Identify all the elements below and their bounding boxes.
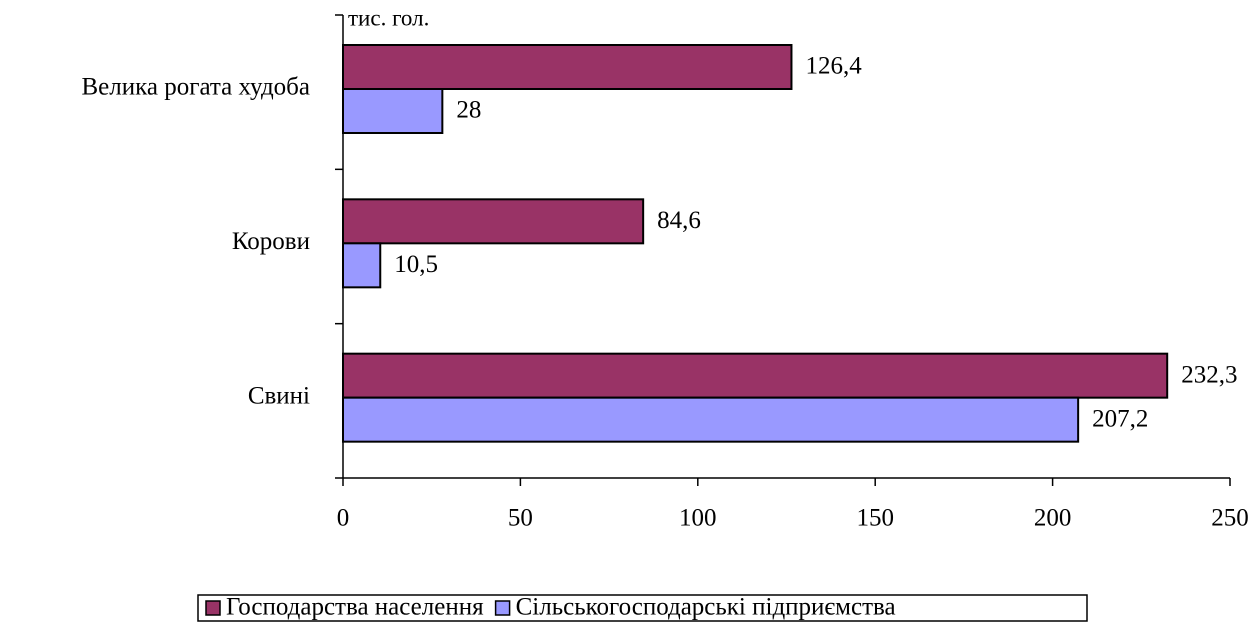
legend-box <box>197 594 1088 622</box>
legend-label: Сільськогосподарські підприємства <box>516 594 896 621</box>
bar <box>342 88 444 134</box>
category-label: Корови <box>232 228 310 255</box>
bar <box>342 396 1080 443</box>
bar <box>342 44 793 90</box>
bar <box>342 352 1169 399</box>
x-tick-label: 200 <box>1034 505 1072 532</box>
category-label: Свині <box>248 382 310 409</box>
legend-marker <box>494 600 511 616</box>
x-tick-label: 100 <box>679 505 717 532</box>
bar <box>342 198 645 245</box>
x-tick-label: 0 <box>337 505 350 532</box>
x-tick-label: 50 <box>508 505 533 532</box>
value-label: 28 <box>456 97 481 124</box>
value-label: 126,4 <box>805 53 862 80</box>
value-label: 10,5 <box>394 251 438 278</box>
legend-label: Господарства населення <box>226 594 484 621</box>
value-label: 207,2 <box>1092 405 1148 432</box>
x-tick-label: 250 <box>1211 505 1249 532</box>
value-label: 232,3 <box>1181 361 1237 388</box>
bar <box>342 242 382 289</box>
value-label: 84,6 <box>657 207 701 234</box>
legend: Господарства населення Сільськогосподарсь… <box>197 594 1088 622</box>
category-label: Велика рогата худоба <box>81 74 310 101</box>
axis-label: тис. гол. <box>348 5 429 30</box>
legend-marker <box>205 600 221 616</box>
x-tick-label: 150 <box>856 505 894 532</box>
